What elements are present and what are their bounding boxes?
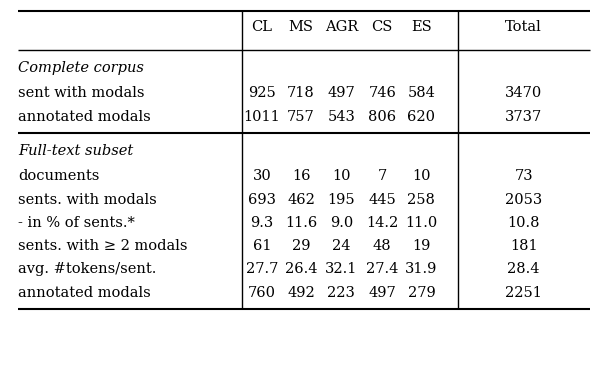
- Text: 61: 61: [253, 239, 271, 253]
- Text: 27.4: 27.4: [366, 262, 399, 276]
- Text: 11.0: 11.0: [405, 216, 438, 230]
- Text: 492: 492: [287, 286, 315, 299]
- Text: 48: 48: [373, 239, 391, 253]
- Text: 497: 497: [368, 286, 396, 299]
- Text: 757: 757: [287, 110, 315, 124]
- Text: 29: 29: [292, 239, 310, 253]
- Text: 32.1: 32.1: [325, 262, 358, 276]
- Text: 27.7: 27.7: [246, 262, 278, 276]
- Text: 73: 73: [515, 169, 533, 183]
- Text: 30: 30: [252, 169, 272, 183]
- Text: 445: 445: [368, 192, 396, 207]
- Text: 31.9: 31.9: [405, 262, 438, 276]
- Text: 925: 925: [248, 86, 276, 100]
- Text: avg. #tokens/sent.: avg. #tokens/sent.: [18, 262, 157, 276]
- Text: 584: 584: [408, 86, 435, 100]
- Text: annotated modals: annotated modals: [18, 110, 151, 124]
- Text: CS: CS: [371, 20, 393, 34]
- Text: - in % of sents.*: - in % of sents.*: [18, 216, 135, 230]
- Text: 3470: 3470: [505, 86, 542, 100]
- Text: 258: 258: [408, 192, 435, 207]
- Text: 14.2: 14.2: [366, 216, 399, 230]
- Text: sents. with ≥ 2 modals: sents. with ≥ 2 modals: [18, 239, 188, 253]
- Text: AGR: AGR: [324, 20, 358, 34]
- Text: 760: 760: [248, 286, 276, 299]
- Text: MS: MS: [288, 20, 314, 34]
- Text: 28.4: 28.4: [507, 262, 540, 276]
- Text: 3737: 3737: [505, 110, 542, 124]
- Text: 24: 24: [332, 239, 350, 253]
- Text: 181: 181: [510, 239, 538, 253]
- Text: 26.4: 26.4: [285, 262, 317, 276]
- Text: documents: documents: [18, 169, 99, 183]
- Text: 462: 462: [287, 192, 315, 207]
- Text: Full-text subset: Full-text subset: [18, 144, 133, 158]
- Text: sents. with modals: sents. with modals: [18, 192, 157, 207]
- Text: 10: 10: [412, 169, 430, 183]
- Text: 7: 7: [377, 169, 387, 183]
- Text: 2251: 2251: [505, 286, 542, 299]
- Text: 19: 19: [412, 239, 430, 253]
- Text: CL: CL: [252, 20, 272, 34]
- Text: 279: 279: [408, 286, 435, 299]
- Text: Total: Total: [505, 20, 542, 34]
- Text: sent with modals: sent with modals: [18, 86, 144, 100]
- Text: ES: ES: [411, 20, 432, 34]
- Text: 1011: 1011: [243, 110, 281, 124]
- Text: 195: 195: [327, 192, 355, 207]
- Text: 11.6: 11.6: [285, 216, 317, 230]
- Text: 9.3: 9.3: [250, 216, 273, 230]
- Text: annotated modals: annotated modals: [18, 286, 151, 299]
- Text: 16: 16: [292, 169, 310, 183]
- Text: 497: 497: [327, 86, 355, 100]
- Text: 806: 806: [368, 110, 396, 124]
- Text: 746: 746: [368, 86, 396, 100]
- Text: 718: 718: [287, 86, 315, 100]
- Text: 223: 223: [327, 286, 355, 299]
- Text: 693: 693: [248, 192, 276, 207]
- Text: 10.8: 10.8: [507, 216, 540, 230]
- Text: 10: 10: [332, 169, 350, 183]
- Text: 543: 543: [327, 110, 355, 124]
- Text: 2053: 2053: [505, 192, 542, 207]
- Text: Complete corpus: Complete corpus: [18, 61, 144, 74]
- Text: 620: 620: [408, 110, 435, 124]
- Text: 9.0: 9.0: [330, 216, 353, 230]
